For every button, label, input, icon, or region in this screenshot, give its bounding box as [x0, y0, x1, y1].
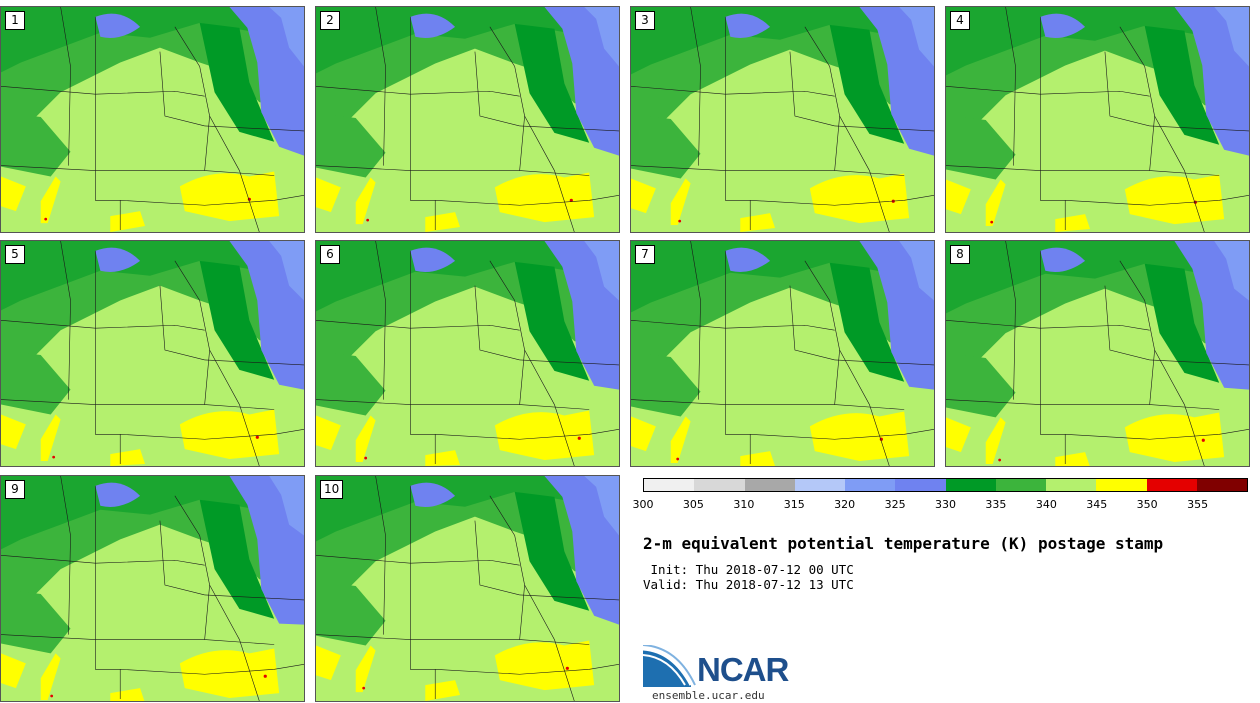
colorbar-segment: [995, 479, 1046, 491]
logo-url: ensemble.ucar.edu: [652, 689, 765, 702]
member-panel: 2: [315, 6, 620, 233]
member-label: 1: [5, 11, 25, 30]
member-label: 10: [320, 480, 344, 499]
member-label: 4: [950, 11, 970, 30]
colorbar-segment: [1196, 479, 1247, 491]
ncar-logo-icon: [643, 645, 696, 687]
member-panel: 6: [315, 240, 620, 467]
colorbar-segment: [644, 479, 695, 491]
colorbar-segment: [1146, 479, 1197, 491]
member-label: 3: [635, 11, 655, 30]
colorbar-tick-label: 340: [1035, 498, 1057, 511]
member-label: 9: [5, 480, 25, 499]
colorbar-segment: [845, 479, 896, 491]
colorbar-segment: [1046, 479, 1097, 491]
colorbar-segment: [744, 479, 795, 491]
colorbar-tick-label: 305: [682, 498, 704, 511]
member-panel: 8: [945, 240, 1250, 467]
init-time: Init: Thu 2018-07-12 00 UTC: [643, 562, 854, 577]
member-label: 6: [320, 245, 340, 264]
colorbar-ticks: 300 305 310 315 320 325 330 335 340 345 350 355: [633, 498, 1248, 512]
member-label: 7: [635, 245, 655, 264]
colorbar-segment: [694, 479, 745, 491]
member-panel: 10: [315, 475, 620, 702]
colorbar-tick-label: 335: [985, 498, 1007, 511]
member-panel: 7: [630, 240, 935, 467]
member-panel: 5: [0, 240, 305, 467]
valid-time: Valid: Thu 2018-07-12 13 UTC: [643, 577, 854, 592]
colorbar-tick-label: 310: [733, 498, 755, 511]
colorbar-tick-label: 330: [935, 498, 956, 511]
colorbar-segment: [1096, 479, 1147, 491]
figure-title: 2-m equivalent potential temperature (K)…: [643, 534, 1164, 553]
member-panel: 9: [0, 475, 305, 702]
colorbar-segment: [945, 479, 996, 491]
colorbar-tick-label: 350: [1136, 498, 1158, 511]
member-label: 2: [320, 11, 340, 30]
colorbar-tick-label: 315: [783, 498, 805, 511]
colorbar-tick-label: 300: [632, 498, 654, 511]
colorbar-segment: [794, 479, 845, 491]
logo-text: NCAR: [697, 651, 789, 688]
colorbar-tick-label: 320: [834, 498, 856, 511]
member-panel: 3: [630, 6, 935, 233]
colorbar-tick-label: 345: [1086, 498, 1108, 511]
colorbar-tick-label: 355: [1187, 498, 1209, 511]
colorbar-tick-label: 325: [884, 498, 906, 511]
member-label: 5: [5, 245, 25, 264]
member-label: 8: [950, 245, 970, 264]
member-panel: 4: [945, 6, 1250, 233]
colorbar-segment: [895, 479, 946, 491]
member-panel: 1: [0, 6, 305, 233]
colorbar: [643, 478, 1248, 492]
